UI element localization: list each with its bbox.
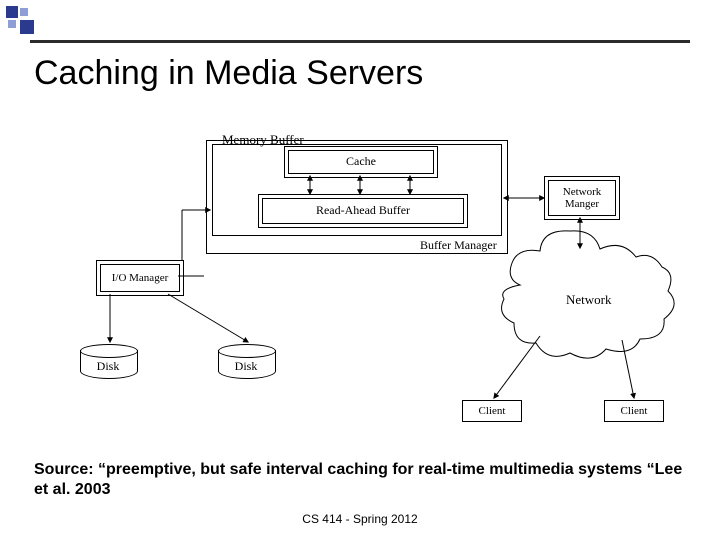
diagram-connectors bbox=[0, 120, 720, 440]
slide-title: Caching in Media Servers bbox=[34, 54, 423, 93]
architecture-diagram: Memory Buffer Buffer Manager Network Cac… bbox=[0, 120, 720, 440]
corner-bullet-decor bbox=[6, 6, 56, 36]
source-citation: Source: “preemptive, but safe interval c… bbox=[34, 460, 686, 500]
slide-footer: CS 414 - Spring 2012 bbox=[0, 512, 720, 526]
title-rule bbox=[30, 40, 690, 43]
